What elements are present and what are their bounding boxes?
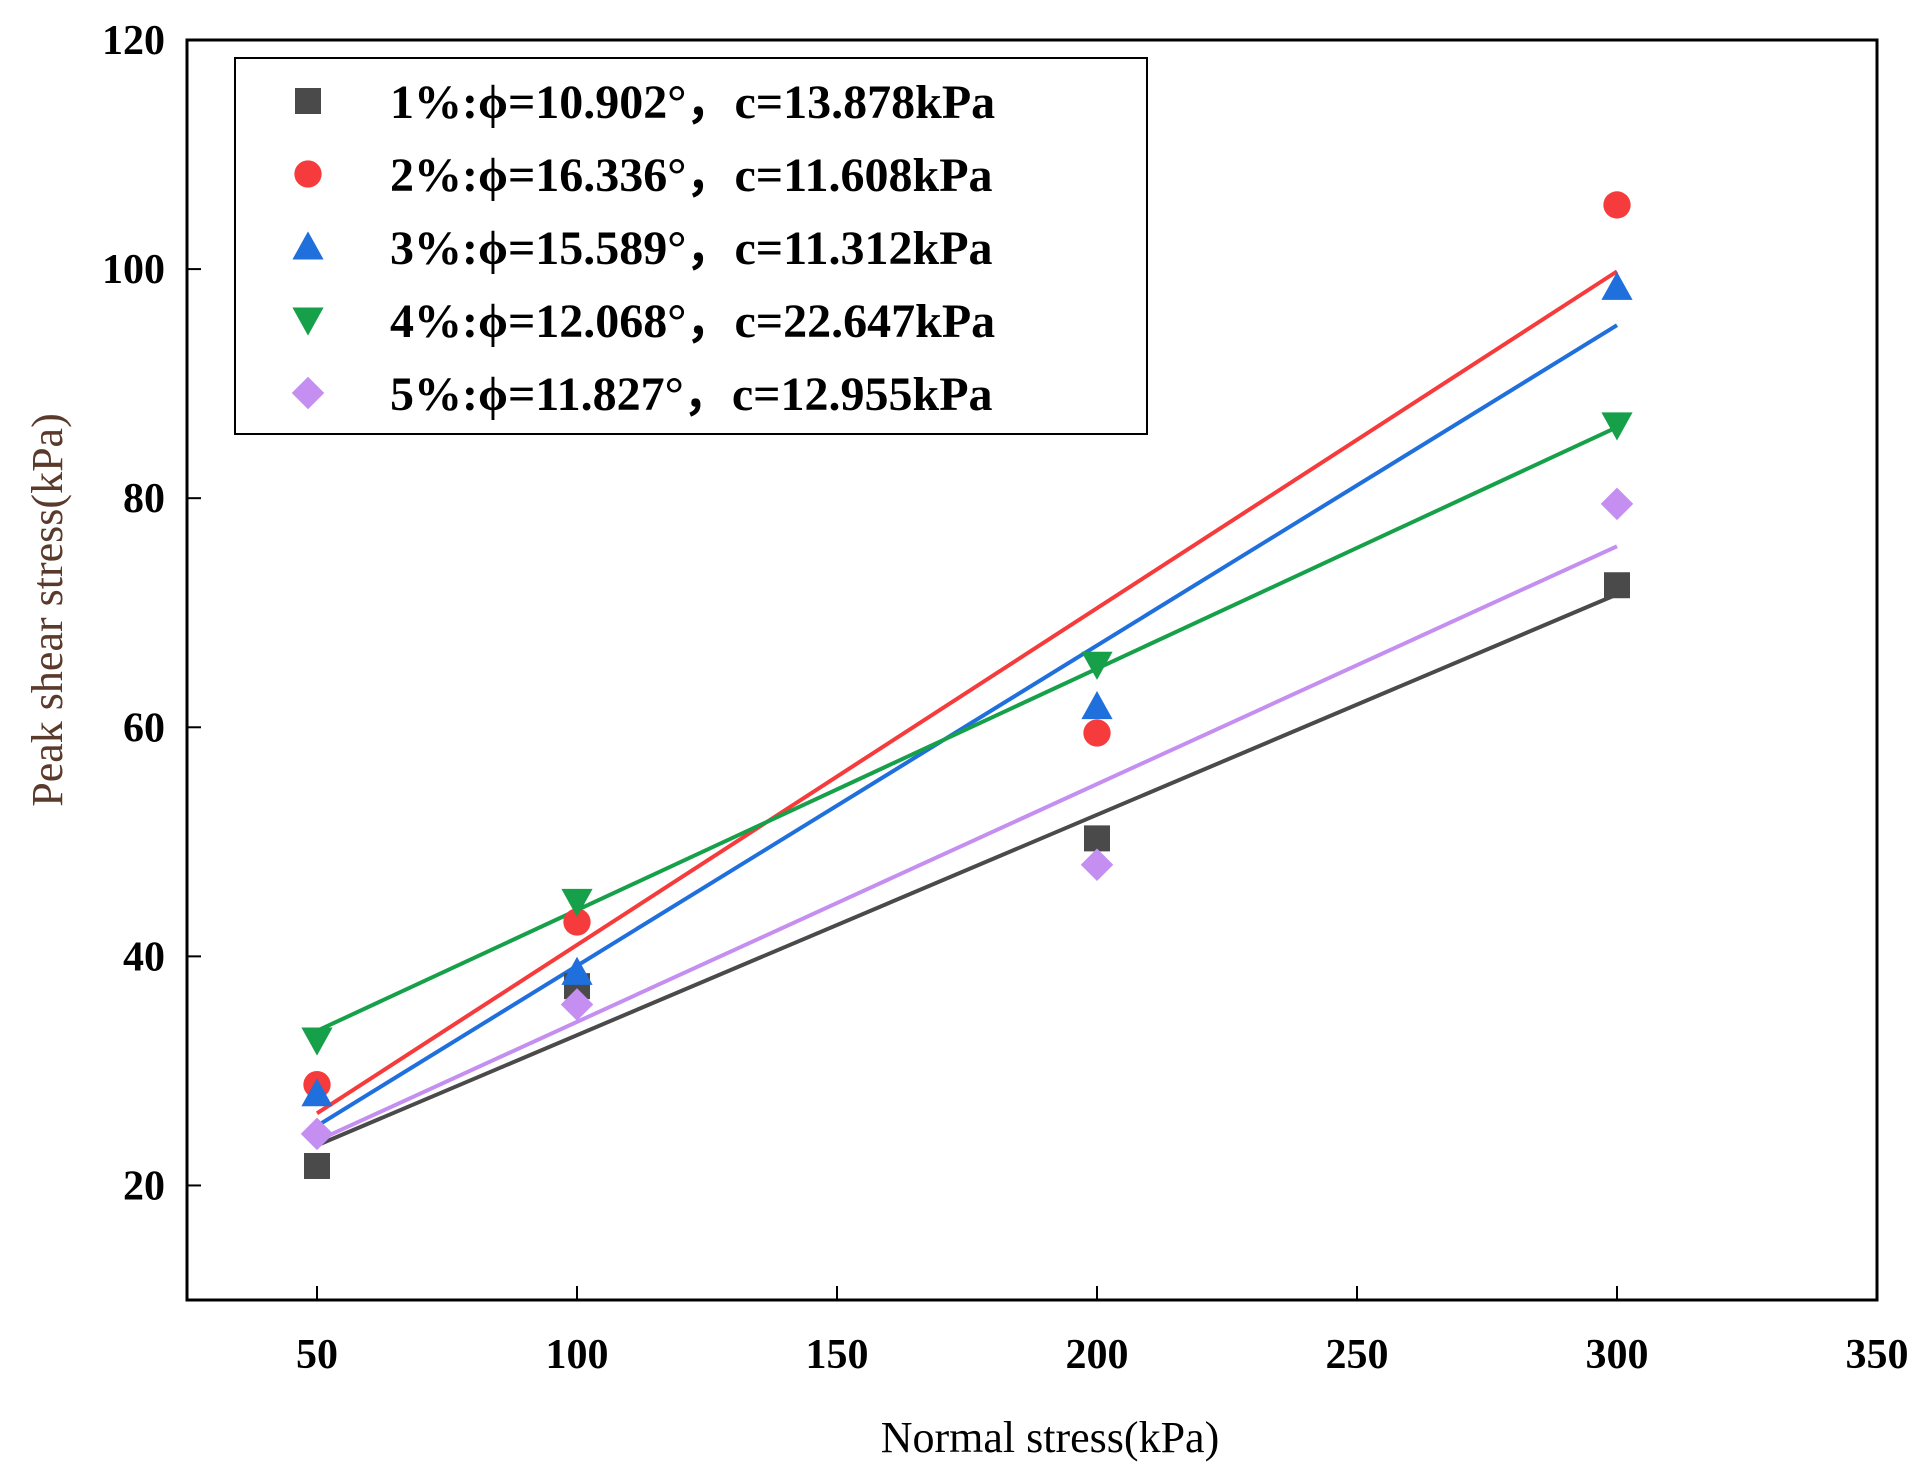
x-tick-label: 100 (546, 1332, 609, 1378)
y-tick-label: 100 (102, 247, 165, 293)
data-point-series-5 (1600, 487, 1634, 521)
data-point-series-4 (1081, 651, 1113, 680)
legend-label-series-2: 2%:ϕ=16.336°，c=11.608kPa (390, 149, 993, 202)
data-point-series-4 (1601, 412, 1633, 441)
y-axis: 20 40 60 80 100 120 (102, 18, 201, 1209)
fit-line-series-1 (316, 592, 1618, 1148)
y-tick-label: 120 (102, 18, 165, 64)
data-point-series-3 (301, 1078, 333, 1107)
y-tick-label: 20 (123, 1163, 165, 1209)
fit-line-series-2 (315, 269, 1619, 1115)
data-point-series-1 (304, 1152, 330, 1179)
y-tick-label: 40 (123, 934, 165, 980)
x-tick-label: 50 (296, 1332, 338, 1378)
data-point-series-4 (301, 1027, 333, 1056)
x-axis-title: Normal stress(kPa) (881, 1413, 1220, 1462)
legend-marker-series-4 (292, 307, 324, 336)
y-tick-label: 80 (123, 476, 165, 522)
data-point-series-2 (1083, 719, 1111, 747)
data-point-series-5 (300, 1117, 334, 1151)
plot-frame (185, 38, 1879, 1302)
data-point-series-2 (563, 908, 591, 936)
data-point-series-5 (560, 988, 594, 1021)
legend-marker-series-2 (294, 160, 322, 188)
legend-marker-series-5 (291, 376, 325, 410)
x-tick-label: 150 (806, 1332, 869, 1378)
x-tick-label: 300 (1586, 1332, 1649, 1378)
data-point-series-3 (1601, 271, 1633, 300)
legend-box (234, 57, 1148, 435)
x-tick-label: 200 (1066, 1332, 1129, 1378)
legend-label-series-5: 5%:ϕ=11.827°，c=12.955kPa (390, 368, 993, 421)
data-point-series-3 (561, 956, 593, 985)
legend: 1%:ϕ=10.902°，c=13.878kPa 2%:ϕ=16.336°，c=1… (234, 57, 1148, 435)
x-tick-label: 250 (1326, 1332, 1389, 1378)
legend-label-series-4: 4%:ϕ=12.068°，c=22.647kPa (390, 295, 995, 348)
x-axis: 50 100 150 200 250 300 350 (296, 1286, 1909, 1378)
y-axis-title: Peak shear stress(kPa) (23, 413, 72, 806)
x-tick-label: 350 (1846, 1332, 1909, 1378)
legend-marker-series-1 (295, 88, 321, 114)
legend-marker-series-3 (292, 231, 324, 260)
fit-line-series-4 (316, 425, 1618, 1033)
data-point-series-5 (1080, 848, 1114, 881)
fit-lines (315, 269, 1619, 1148)
data-point-series-1 (1084, 825, 1110, 852)
y-tick-label: 60 (123, 705, 165, 751)
fit-line-series-3 (315, 323, 1619, 1128)
legend-label-series-1: 1%:ϕ=10.902°，c=13.878kPa (390, 76, 995, 129)
fit-line-series-5 (316, 544, 1618, 1143)
data-point-series-1 (1604, 572, 1630, 599)
data-points (300, 191, 1634, 1179)
data-point-series-4 (561, 888, 593, 917)
legend-label-series-3: 3%:ϕ=15.589°，c=11.312kPa (390, 222, 993, 275)
data-point-series-3 (1081, 691, 1113, 720)
data-point-series-2 (1603, 191, 1631, 219)
